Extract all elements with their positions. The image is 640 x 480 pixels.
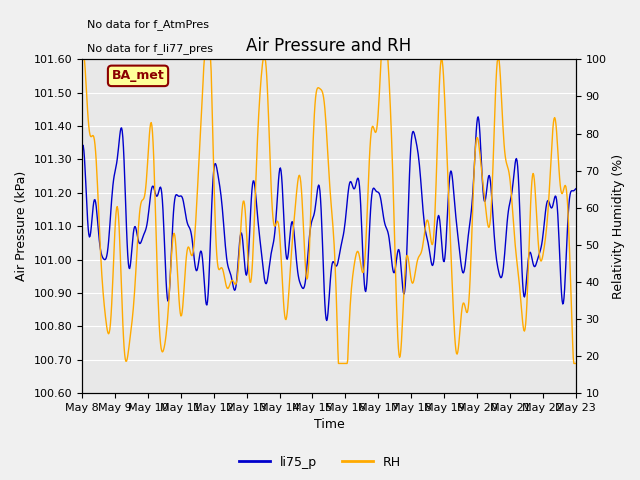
li75_p xyxy=(474,114,482,120)
Line: RH: RH xyxy=(82,60,576,363)
RH xyxy=(366,145,374,151)
RH xyxy=(379,57,387,62)
RH xyxy=(454,349,461,355)
RH xyxy=(572,360,580,366)
li75_p xyxy=(453,226,461,232)
li75_p xyxy=(323,318,330,324)
RH xyxy=(335,360,342,366)
Y-axis label: Air Pressure (kPa): Air Pressure (kPa) xyxy=(15,171,28,281)
RH xyxy=(79,57,86,62)
RH xyxy=(394,335,402,340)
li75_p xyxy=(78,144,86,150)
li75_p xyxy=(108,189,116,194)
li75_p xyxy=(365,230,373,236)
Title: Air Pressure and RH: Air Pressure and RH xyxy=(246,37,412,55)
Line: li75_p: li75_p xyxy=(82,117,576,321)
RH xyxy=(78,57,86,62)
Text: BA_met: BA_met xyxy=(111,70,164,83)
RH xyxy=(109,274,116,280)
Y-axis label: Relativity Humidity (%): Relativity Humidity (%) xyxy=(612,154,625,299)
Text: No data for f_AtmPres: No data for f_AtmPres xyxy=(87,19,209,30)
RH xyxy=(504,167,512,172)
Text: No data for f_li77_pres: No data for f_li77_pres xyxy=(87,43,213,54)
li75_p xyxy=(394,252,401,258)
li75_p xyxy=(504,208,512,214)
Legend: li75_p, RH: li75_p, RH xyxy=(234,451,406,474)
li75_p xyxy=(572,186,580,192)
li75_p xyxy=(378,206,386,212)
X-axis label: Time: Time xyxy=(314,419,344,432)
